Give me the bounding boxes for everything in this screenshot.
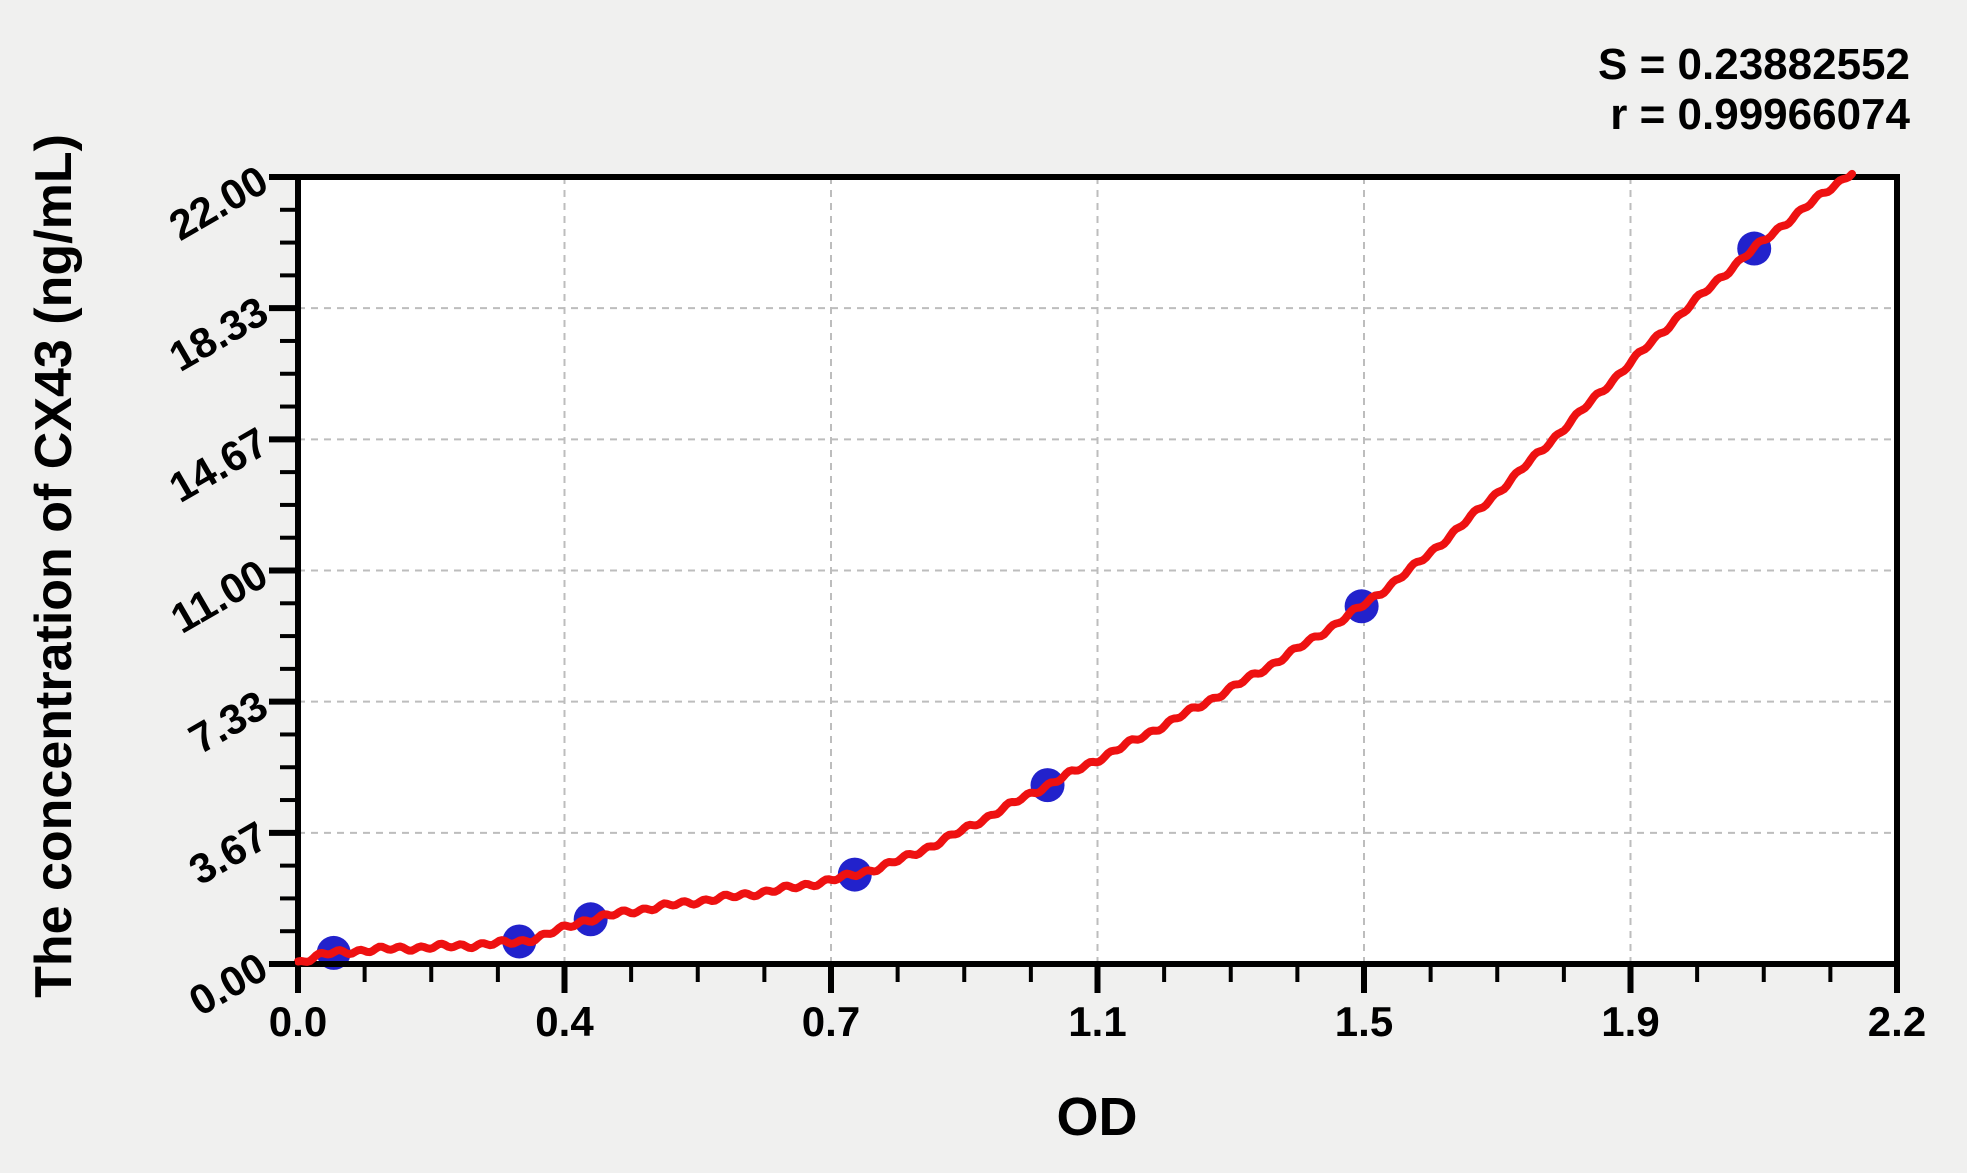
y-axis-title: The concentration of CX43 (ng/mL): [25, 134, 83, 998]
x-tick-label: 1.9: [1601, 998, 1660, 1045]
fit-statistics: S = 0.23882552 r = 0.99966074: [1598, 40, 1910, 140]
x-tick-label: 1.1: [1068, 998, 1127, 1045]
x-axis-title: OD: [1056, 1087, 1138, 1147]
stat-r: r = 0.99966074: [1610, 90, 1910, 139]
x-tick-label: 1.5: [1334, 998, 1394, 1045]
x-tick-label: 0.4: [535, 998, 594, 1045]
x-tick-label: 0.7: [801, 998, 861, 1045]
x-tick-label: 2.2: [1867, 998, 1927, 1045]
x-tick-label: 0.0: [268, 998, 328, 1045]
fit-curve: [294, 169, 1856, 966]
stat-s: S = 0.23882552: [1598, 40, 1910, 89]
